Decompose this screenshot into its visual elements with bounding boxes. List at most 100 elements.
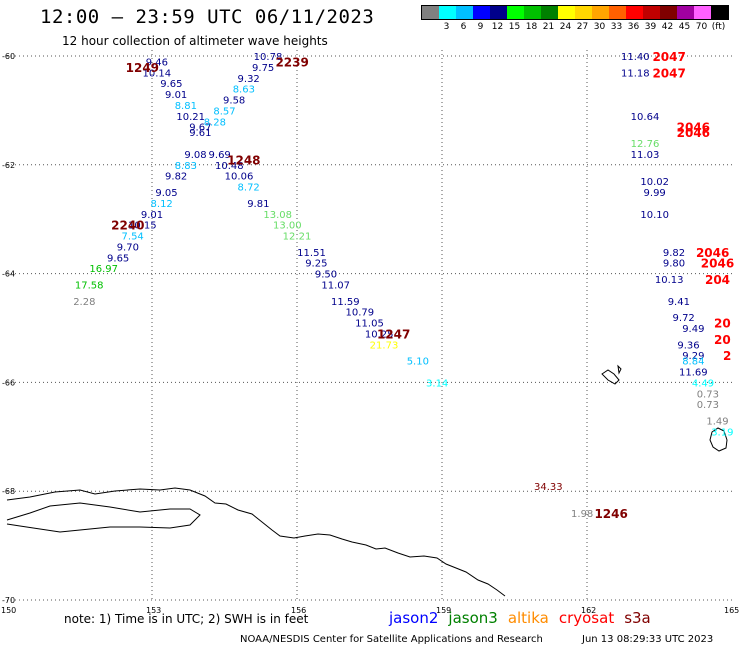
lon-tick-label: 156 (291, 606, 306, 615)
legend-bin-label: 9 (477, 22, 484, 32)
legend-bin-label: 6 (460, 22, 467, 32)
mission-label: cryosat (558, 609, 615, 627)
coastal-bay (6, 502, 201, 533)
wave-height-value: 7.54 (122, 232, 144, 243)
wave-height-value: 9.58 (223, 96, 245, 107)
wave-height-value: 9.41 (668, 297, 690, 308)
wave-height-value: 11.69 (679, 368, 708, 379)
wave-height-value: 3.14 (426, 378, 448, 389)
wave-height-value: 9.50 (315, 270, 337, 281)
legend-swatch (524, 6, 541, 19)
legend-bin-label: 33 (610, 22, 623, 32)
legend-swatch (422, 6, 439, 19)
wave-height-value: 11.59 (331, 297, 360, 308)
wave-height-value: 9.99 (644, 188, 666, 199)
legend-bin-label: 3 (443, 22, 450, 32)
wave-height-value: 9.32 (238, 74, 260, 85)
wave-height-value: 11.03 (631, 150, 660, 161)
wave-height-value: 9.05 (155, 188, 177, 199)
axis-labels: 150 153 156 159 162 165 -60 -62 -64 -66 -68 -70 (1, 52, 739, 615)
wave-height-value: 17.58 (75, 280, 104, 291)
color-legend: 3 6 9 12 15 18 21 24 27 30 33 36 39 42 45 70 (ft) (421, 5, 729, 32)
wave-height-value: 8.12 (151, 199, 173, 210)
wave-height-value: 8.84 (682, 357, 704, 368)
wave-height-value: 10.06 (225, 172, 254, 183)
lon-tick-label: 165 (724, 606, 739, 615)
wave-height-value: 10.48 (215, 161, 244, 172)
wave-height-value: 11.07 (321, 280, 350, 291)
legend-swatch (439, 6, 456, 19)
wave-height-value: 0.73 (697, 400, 719, 411)
pass-time-label: 2047 (652, 66, 685, 80)
legend-bin-label: (ft) (711, 22, 726, 32)
pass-time-label: 2046 (677, 126, 710, 140)
map-title: 12:00 – 23:59 UTC 06/11/2023 (40, 6, 375, 28)
wave-height-value: 3.19 (711, 427, 733, 438)
pass-time-label: 20 (714, 317, 731, 331)
wave-height-value: 9.36 (677, 340, 699, 351)
wave-height-value: 16.97 (89, 264, 118, 275)
lon-tick-label: 150 (1, 606, 16, 615)
legend-bin-label: 42 (661, 22, 674, 32)
wave-height-value: 13.00 (273, 221, 302, 232)
wave-height-value: 8.28 (204, 117, 226, 128)
mission-label: jason2 (389, 609, 439, 627)
wave-height-value: 1.49 (706, 416, 728, 427)
wave-height-value: 5.10 (407, 357, 429, 368)
wave-height-value: 10.02 (640, 177, 669, 188)
wave-height-value: 9.69 (209, 150, 231, 161)
wave-height-value: 9.70 (117, 242, 139, 253)
wave-height-value: 9.75 (252, 63, 274, 74)
legend-bin-label: 18 (525, 22, 538, 32)
wave-height-value: 4.49 (692, 378, 714, 389)
lat-tick-label: -68 (2, 487, 15, 496)
legend-swatch (473, 6, 490, 19)
wave-height-value: 11.05 (355, 319, 384, 330)
pass-time-label: 2046 (701, 257, 734, 271)
legend-labels: 3 6 9 12 15 18 21 24 27 30 33 36 39 42 45 70 (ft) (421, 22, 729, 32)
wave-height-value: 11.18 (621, 68, 650, 79)
wave-height-value: 12.21 (283, 232, 312, 243)
wave-height-value: 9.01 (165, 90, 187, 101)
wave-height-value: 9.61 (189, 128, 211, 139)
wave-height-value: 8.57 (213, 106, 235, 117)
pass-time-label: 2239 (275, 55, 308, 69)
wave-height-value: 9.81 (247, 199, 269, 210)
pass-time-label: 1249 (126, 61, 159, 75)
lat-tick-label: -60 (2, 52, 15, 61)
pass-time-label: 1247 (377, 327, 410, 341)
legend-bin-label: 12 (491, 22, 504, 32)
pass-time-label: 20 (714, 333, 731, 347)
island-2 (709, 427, 728, 452)
island-1 (601, 369, 620, 385)
legend-swatch (507, 6, 524, 19)
wave-height-value: 12.76 (631, 139, 660, 150)
wave-height-value: 21.73 (370, 340, 399, 351)
legend-bin-label: 45 (678, 22, 691, 32)
legend-swatch (592, 6, 609, 19)
pass-time-label: 2240 (111, 219, 144, 233)
pass-time-label: 1246 (594, 507, 627, 521)
pass-time-label: 2 (723, 349, 731, 363)
antarctic-coastline (6, 487, 506, 597)
wave-height-value: 8.72 (238, 183, 260, 194)
wave-height-value: 9.65 (160, 79, 182, 90)
legend-swatch (694, 6, 711, 19)
legend-bin-label: 15 (508, 22, 521, 32)
wave-height-value: 9.82 (165, 172, 187, 183)
legend-swatch (558, 6, 575, 19)
wave-height-value: 10.25 (365, 329, 394, 340)
pass-time-label: 204 (705, 273, 730, 287)
legend-swatches (421, 5, 729, 20)
wave-height-value: 9.67 (189, 123, 211, 134)
wave-height-value: 13.08 (263, 210, 292, 221)
wave-height-value: 8.83 (175, 161, 197, 172)
pass-time-label: 2046 (677, 121, 710, 135)
wave-height-value: 9.29 (682, 351, 704, 362)
legend-swatch (490, 6, 507, 19)
wave-height-value: 8.81 (175, 101, 197, 112)
legend-swatch (609, 6, 626, 19)
wave-height-value: 34.33 (534, 482, 563, 493)
legend-bin-label: 21 (542, 22, 555, 32)
